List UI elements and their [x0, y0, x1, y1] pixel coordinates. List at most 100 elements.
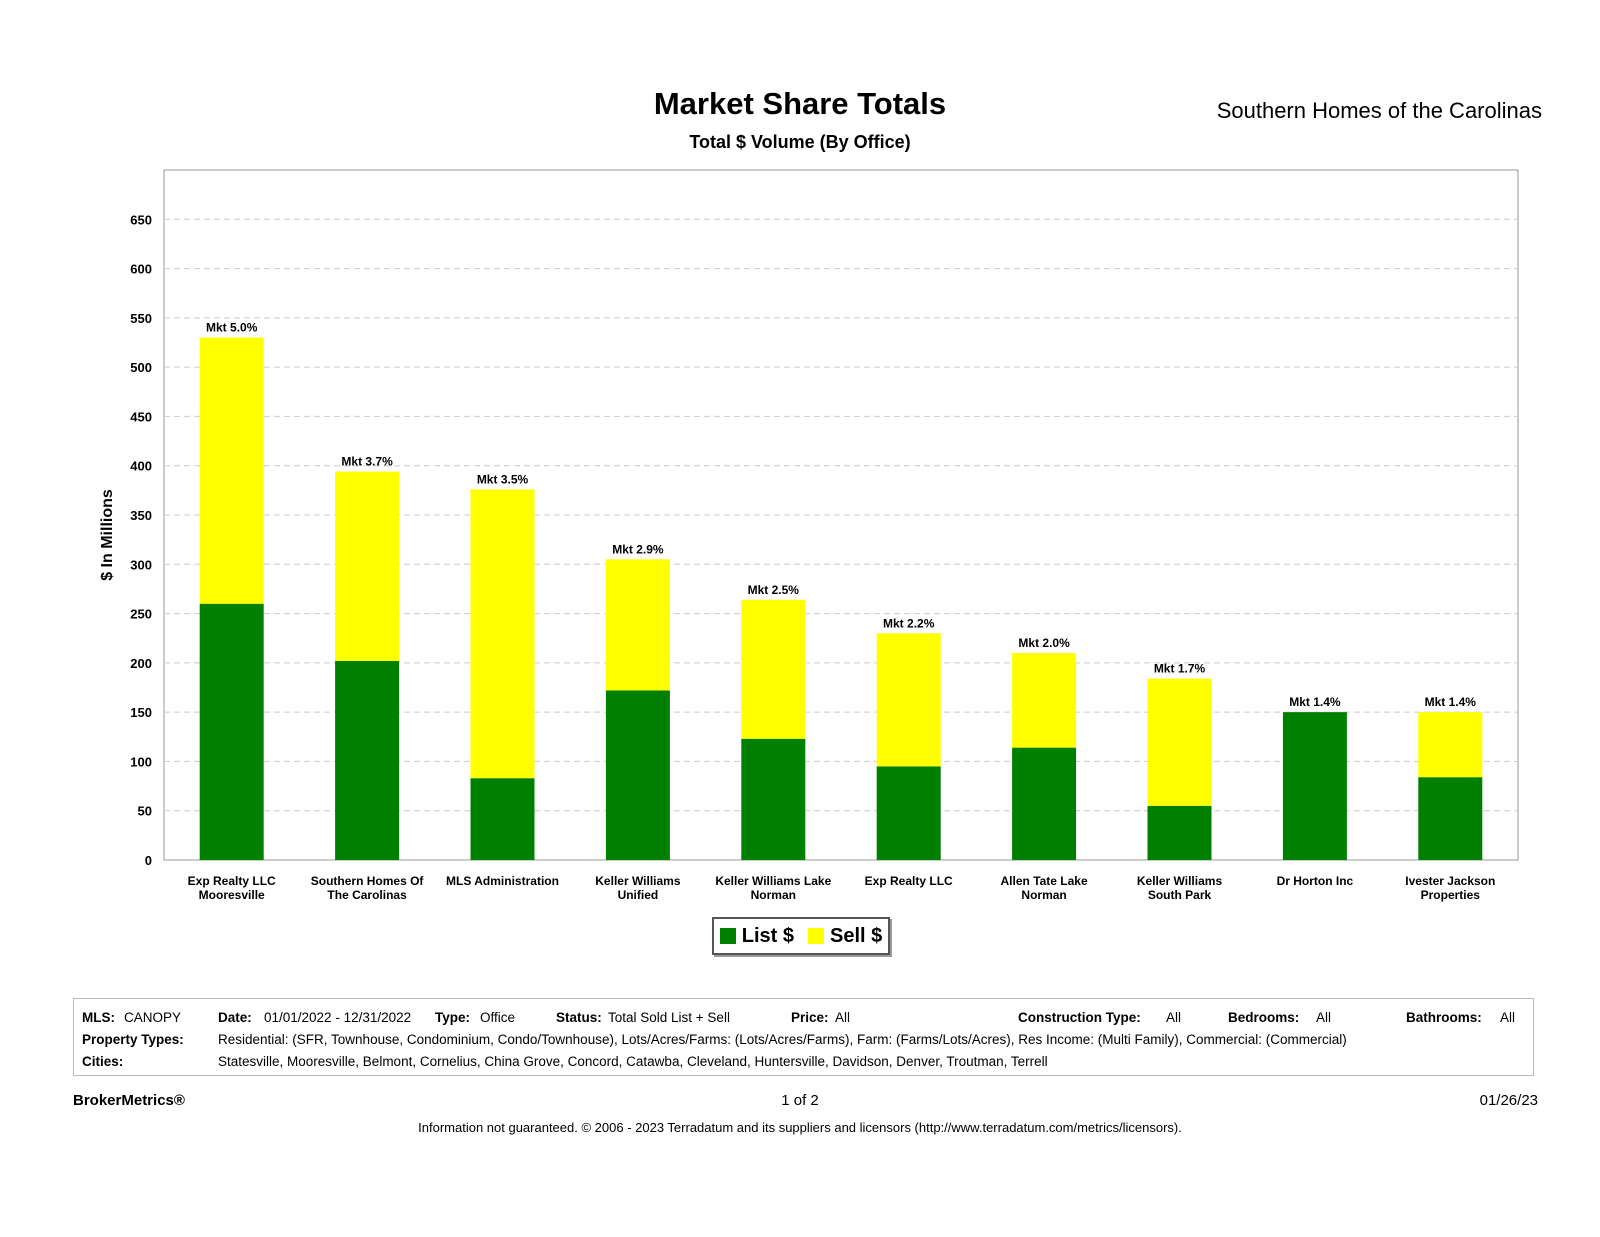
y-tick-label: 500 [130, 360, 152, 375]
bar-list [1012, 747, 1077, 860]
date-value: 01/01/2022 - 12/31/2022 [264, 1010, 412, 1025]
x-tick-label: Exp Realty LLC [188, 874, 276, 888]
bar-sell [876, 633, 941, 767]
x-tick-label: Southern Homes Of [311, 874, 425, 888]
footer-disclaimer: Information not guaranteed. © 2006 - 202… [418, 1120, 1182, 1135]
bar-sell [1147, 678, 1212, 806]
bar-list [199, 603, 264, 860]
bathrooms-label: Bathrooms: [1406, 1010, 1482, 1025]
footer-page-number: 1 of 2 [781, 1092, 819, 1109]
bar-list [1418, 777, 1483, 860]
x-tick-label: Dr Horton Inc [1277, 874, 1354, 888]
y-tick-label: 400 [130, 459, 152, 474]
legend-swatch-list [719, 928, 736, 944]
type-label: Type: [435, 1010, 471, 1025]
x-tick-label: Keller Williams [595, 874, 681, 888]
x-tick-label: Norman [751, 888, 796, 902]
footer-brand: BrokerMetrics® [73, 1092, 185, 1109]
x-tick-label: Unified [618, 888, 659, 902]
bar-list [470, 778, 535, 860]
bar-annotation: Mkt 1.4% [1425, 695, 1477, 709]
construction-type-label: Construction Type: [1018, 1010, 1141, 1025]
bar-list [1282, 712, 1347, 860]
price-value: All [835, 1010, 851, 1025]
bar-annotation: Mkt 2.5% [748, 583, 800, 597]
bar-list [1147, 805, 1212, 860]
property-types-value: Residential: (SFR, Townhouse, Condominiu… [218, 1032, 1347, 1047]
construction-type-value: All [1166, 1010, 1182, 1025]
x-tick-label: Allen Tate Lake [1001, 874, 1088, 888]
report-criteria-panel: MLS: CANOPY Date: 01/01/2022 - 12/31/202… [73, 998, 1534, 1076]
y-tick-label: 150 [130, 705, 152, 720]
bedrooms-value: All [1316, 1010, 1332, 1025]
bar-annotation: Mkt 1.7% [1154, 662, 1206, 676]
y-tick-label: 550 [130, 311, 152, 326]
bar-list [605, 690, 670, 860]
footer-date: 01/26/23 [1479, 1092, 1538, 1109]
x-tick-label: Mooresville [199, 888, 265, 902]
bar-sell [741, 599, 806, 739]
bar-annotation: Mkt 3.5% [477, 472, 529, 486]
cities-value: Statesville, Mooresville, Belmont, Corne… [218, 1054, 1048, 1069]
bar-list [335, 660, 400, 860]
bar-list [741, 738, 806, 860]
x-tick-label: Norman [1021, 888, 1066, 902]
mls-label: MLS: [82, 1010, 115, 1025]
chart-title: Market Share Totals [653, 86, 947, 121]
bar-annotation: Mkt 2.2% [883, 616, 935, 630]
y-tick-label: 350 [130, 508, 152, 523]
criteria-row-1: MLS: CANOPY Date: 01/01/2022 - 12/31/202… [82, 1010, 1525, 1028]
y-tick-label: 200 [130, 656, 152, 671]
mls-value: CANOPY [124, 1010, 182, 1025]
bathrooms-value: All [1500, 1010, 1516, 1025]
criteria-row-3: Cities: Statesville, Mooresville, Belmon… [82, 1054, 1525, 1072]
y-tick-label: 600 [130, 262, 152, 277]
bar-sell [1012, 653, 1077, 748]
criteria-row-2: Property Types: Residential: (SFR, Townh… [82, 1032, 1525, 1050]
bar-sell [1418, 712, 1483, 778]
bar-sell [470, 489, 535, 779]
bar-sell [605, 559, 670, 691]
bedrooms-label: Bedrooms: [1228, 1010, 1300, 1025]
x-tick-label: Properties [1421, 888, 1481, 902]
company-name: Southern Homes of the Carolinas [1216, 98, 1542, 123]
chart-legend: List $ Sell $ [712, 917, 890, 955]
x-tick-label: South Park [1148, 888, 1212, 902]
y-tick-label: 650 [130, 212, 152, 227]
y-tick-label: 50 [138, 804, 152, 819]
bar-annotation: Mkt 3.7% [341, 455, 393, 469]
bar-chart: 0 50 100 150 200 250 300 350 400 450 500 550 600 650 $… [99, 169, 1519, 902]
chart-subtitle: Total $ Volume (By Office) [689, 132, 911, 152]
x-tick-label: MLS Administration [446, 874, 559, 888]
legend-item-list: List $ [719, 924, 794, 948]
property-types-label: Property Types: [82, 1032, 184, 1047]
bar-list [876, 766, 941, 860]
x-tick-label: Ivester Jackson [1405, 874, 1495, 888]
status-value: Total Sold List + Sell [608, 1010, 730, 1025]
y-tick-label: 0 [145, 853, 152, 868]
bar-annotation: Mkt 1.4% [1289, 695, 1341, 709]
x-tick-label: The Carolinas [327, 888, 407, 902]
bar-annotation: Mkt 5.0% [206, 321, 258, 335]
legend-label-list: List $ [741, 924, 794, 947]
status-label: Status: [556, 1010, 602, 1025]
legend-item-sell: Sell $ [807, 924, 883, 948]
bar-annotation: Mkt 2.9% [612, 542, 664, 556]
bar-annotation: Mkt 2.0% [1018, 636, 1070, 650]
x-tick-label: Keller Williams Lake [715, 874, 831, 888]
type-value: Office [480, 1010, 516, 1025]
legend-label-sell: Sell $ [829, 924, 883, 947]
price-label: Price: [791, 1010, 829, 1025]
legend-swatch-sell [807, 928, 824, 944]
y-axis-label: $ In Millions [99, 489, 116, 581]
y-tick-label: 250 [130, 607, 152, 622]
x-tick-label: Keller Williams [1137, 874, 1223, 888]
bar-sell [335, 471, 400, 661]
x-tick-label: Exp Realty LLC [865, 874, 953, 888]
cities-label: Cities: [82, 1054, 124, 1069]
y-tick-label: 450 [130, 409, 152, 424]
y-tick-label: 300 [130, 557, 152, 572]
y-tick-label: 100 [130, 754, 152, 769]
date-label: Date: [218, 1010, 252, 1025]
bar-sell [199, 337, 264, 604]
